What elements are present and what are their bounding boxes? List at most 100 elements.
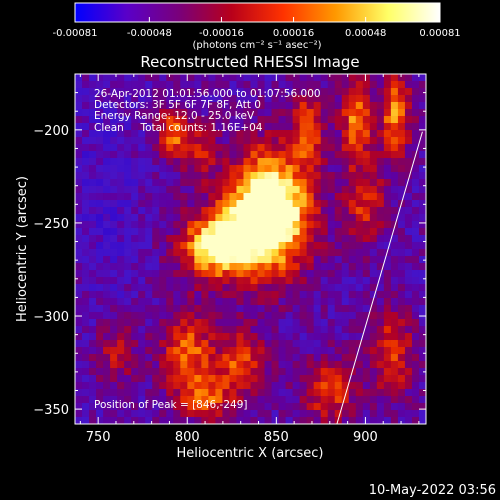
heatmap-cell — [222, 95, 231, 103]
heatmap-cell — [117, 326, 125, 334]
heatmap-cell — [152, 228, 160, 236]
heatmap-cell — [383, 200, 392, 208]
heatmap-cell — [271, 326, 280, 334]
heatmap-cell — [348, 277, 357, 285]
heatmap-cell — [313, 417, 322, 424]
heatmap-cell — [201, 305, 209, 313]
heatmap-cell — [166, 354, 174, 362]
heatmap-cell — [145, 277, 153, 285]
x-tick-label: 900 — [353, 430, 378, 445]
heatmap-cell — [404, 144, 413, 152]
heatmap-cell — [103, 130, 111, 138]
heatmap-cell — [124, 228, 132, 236]
heatmap-cell — [159, 375, 167, 383]
heatmap-cell — [82, 389, 90, 397]
heatmap-cell — [320, 102, 329, 110]
heatmap-cell — [376, 179, 385, 187]
heatmap-cell — [418, 389, 426, 397]
heatmap-cell — [250, 382, 259, 390]
heatmap-cell — [152, 207, 160, 215]
heatmap-cell — [131, 298, 139, 306]
heatmap-cell — [103, 249, 111, 257]
heatmap-cell — [82, 347, 90, 355]
heatmap-cell — [397, 214, 406, 222]
heatmap-cell — [117, 249, 125, 257]
heatmap-cell — [201, 172, 209, 180]
heatmap-cell — [376, 417, 385, 424]
heatmap-cell — [383, 221, 392, 229]
heatmap-cell — [103, 109, 111, 117]
heatmap-cell — [124, 151, 132, 159]
heatmap-cell — [208, 165, 216, 173]
heatmap-cell — [348, 165, 357, 173]
heatmap-cell — [229, 284, 238, 292]
heatmap-cell — [89, 375, 97, 383]
heatmap-cell — [390, 228, 399, 236]
heatmap-cell — [194, 333, 202, 341]
heatmap-cell — [117, 228, 125, 236]
heatmap-cell — [222, 333, 231, 341]
heatmap-cell — [201, 221, 209, 229]
heatmap-cell — [362, 389, 371, 397]
heatmap-cell — [257, 284, 266, 292]
heatmap-cell — [341, 361, 350, 369]
heatmap-cell — [166, 207, 174, 215]
heatmap-cell — [404, 137, 413, 145]
heatmap-cell — [194, 396, 202, 404]
heatmap-cell — [222, 354, 231, 362]
heatmap-cell — [306, 123, 315, 131]
heatmap-cell — [264, 396, 273, 404]
heatmap-cell — [250, 179, 259, 187]
heatmap-cell — [411, 284, 420, 292]
heatmap-cell — [362, 396, 371, 404]
heatmap-cell — [173, 347, 181, 355]
heatmap-cell — [404, 228, 413, 236]
heatmap-cell — [243, 116, 252, 124]
heatmap-cell — [320, 144, 329, 152]
heatmap-cell — [271, 193, 280, 201]
heatmap-cell — [194, 151, 202, 159]
heatmap-cell — [243, 319, 252, 327]
heatmap-cell — [208, 144, 216, 152]
heatmap-cell — [201, 228, 209, 236]
heatmap-cell — [222, 109, 231, 117]
heatmap-cell — [348, 137, 357, 145]
heatmap-cell — [418, 263, 426, 271]
heatmap-cell — [103, 417, 111, 424]
heatmap-cell — [418, 284, 426, 292]
heatmap-cell — [250, 389, 259, 397]
heatmap-cell — [180, 347, 188, 355]
heatmap-cell — [173, 312, 181, 320]
heatmap-cell — [229, 382, 238, 390]
heatmap-cell — [250, 242, 259, 250]
heatmap-cell — [208, 312, 216, 320]
heatmap-cell — [341, 333, 350, 341]
heatmap-cell — [159, 144, 167, 152]
heatmap-cell — [159, 347, 167, 355]
heatmap-cell — [152, 396, 160, 404]
heatmap-cell — [75, 200, 83, 208]
heatmap-cell — [299, 235, 308, 243]
heatmap-cell — [376, 123, 385, 131]
heatmap-cell — [173, 123, 181, 131]
heatmap-cell — [341, 256, 350, 264]
heatmap-cell — [138, 95, 146, 103]
heatmap-cell — [229, 172, 238, 180]
heatmap-cell — [341, 396, 350, 404]
heatmap-cell — [145, 221, 153, 229]
heatmap-cell — [264, 158, 273, 166]
heatmap-cell — [250, 403, 259, 411]
heatmap-cell — [299, 242, 308, 250]
heatmap-cell — [299, 74, 308, 82]
heatmap-cell — [257, 326, 266, 334]
heatmap-cell — [404, 130, 413, 138]
heatmap-cell — [159, 277, 167, 285]
heatmap-cell — [103, 151, 111, 159]
heatmap-cell — [215, 137, 224, 145]
heatmap-cell — [397, 417, 406, 424]
heatmap-cell — [397, 116, 406, 124]
heatmap-cell — [131, 396, 139, 404]
heatmap-cell — [376, 333, 385, 341]
heatmap-cell — [306, 109, 315, 117]
heatmap-cell — [138, 319, 146, 327]
